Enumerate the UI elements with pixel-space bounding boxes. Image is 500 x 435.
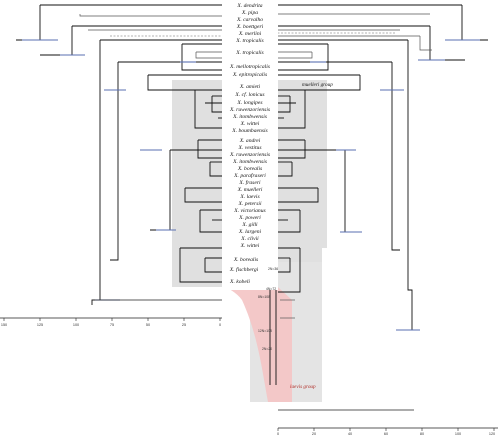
taxon-labels: X. dendrita X. pipa X. carvalho X. boett…	[229, 3, 270, 285]
right-axis-tick: 20	[312, 432, 316, 435]
taxon-label: X. parafraseri	[233, 172, 266, 179]
taxon-label: X. wittei	[240, 243, 260, 249]
taxon-label: X. merlini	[238, 31, 262, 37]
red-highlight	[222, 278, 292, 402]
right-axis-tick: 100	[455, 432, 461, 435]
taxon-label: X. fischbergi	[229, 266, 259, 273]
taxon-label: X. itombwensis	[232, 159, 267, 165]
taxon-label: X. fraseri	[238, 179, 261, 186]
taxon-label: X. muelleri	[237, 187, 263, 193]
taxon-label: X. epitropicalis	[232, 72, 267, 78]
taxon-label: X. borealis	[237, 166, 262, 172]
taxon-label: X. tropicalis	[235, 38, 263, 44]
taxon-label: X. longipes	[236, 100, 262, 106]
taxon-label: X. dendrita	[236, 3, 262, 9]
node-label: 2N=20	[262, 347, 272, 351]
taxon-label: X. mellotropicalis	[229, 64, 270, 70]
right-axis-tick: 80	[420, 432, 424, 435]
taxon-label: X. clivii	[240, 236, 259, 242]
taxon-label: X. petersii	[238, 201, 262, 207]
right-axis-tick: 0	[277, 432, 279, 435]
node-labels: 2N=36 4N=72 8N=108 12N=108 2N=20	[258, 267, 278, 351]
right-axis: 0 20 40 60 80 100 120	[277, 409, 498, 435]
taxon-label: X. ruwenzoriensis	[229, 152, 270, 158]
taxon-label: X. victorianus	[233, 208, 265, 214]
taxon-label: X. wittei	[240, 121, 260, 127]
left-axis-tick: 75	[110, 323, 114, 327]
muelleri-group-label: muelleri group	[302, 82, 333, 88]
taxon-label: X. pipa	[241, 10, 258, 16]
taxon-label: X. boumbaensis	[231, 128, 267, 134]
node-label: 12N=108	[258, 329, 272, 333]
left-axis-tick: 150	[1, 323, 7, 327]
tree-mid	[110, 43, 400, 385]
taxon-label: X. poweri	[238, 215, 261, 221]
left-axis-tick: 100	[73, 323, 79, 327]
right-axis-tick: 40	[348, 432, 352, 435]
taxon-label: X. carvalho	[236, 17, 263, 23]
left-axis-tick: 25	[182, 323, 186, 327]
taxon-label: X. gilli	[241, 222, 258, 228]
taxon-label: X. itombwensis	[232, 114, 267, 120]
taxon-label: X. tropicalis	[235, 50, 263, 56]
left-axis-tick: 50	[146, 323, 150, 327]
taxon-label: X. cf. lonicus	[234, 91, 264, 98]
laevis-group-label: laevis group	[290, 384, 316, 390]
left-axis-tick: 125	[37, 323, 43, 327]
node-label: 4N=72	[266, 287, 276, 291]
node-label: 8N=108	[258, 295, 270, 299]
taxon-label: X. andrei	[239, 138, 261, 144]
left-axis-tick: 0	[219, 323, 221, 327]
taxon-label: X. ruwenzoriensis	[229, 107, 270, 113]
taxon-label: X. largeni	[238, 229, 262, 235]
label-column	[222, 0, 278, 290]
left-axis: 150 125 100 75 50 25 0	[0, 299, 222, 327]
right-axis-tick: 120	[489, 432, 495, 435]
ci-bars	[22, 39, 480, 331]
taxon-label: X. vestitus	[238, 145, 262, 151]
taxon-label: X. borealis	[233, 257, 258, 263]
taxon-label: X. laevis	[239, 194, 259, 200]
right-axis-tick: 60	[384, 432, 388, 435]
taxon-label: X. amieti	[239, 84, 261, 90]
taxon-label: X. boettgeri	[236, 24, 264, 30]
taxon-label: X. kobeli	[229, 279, 250, 285]
node-label: 2N=36	[268, 267, 278, 271]
